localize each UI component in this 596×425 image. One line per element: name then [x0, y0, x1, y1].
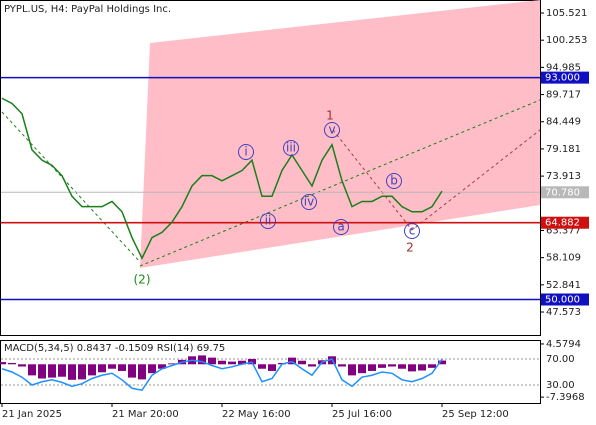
macd-bar [258, 364, 266, 369]
level-box [541, 293, 589, 306]
macd-bar [388, 364, 396, 367]
macd-bar [428, 364, 436, 368]
wave-circle [283, 140, 299, 156]
x-tick-label: 25 Jul 16:00 [332, 409, 392, 420]
macd-bar [168, 363, 176, 365]
wave-label: iv [304, 195, 314, 209]
wave-label: i [244, 145, 247, 159]
macd-bar [138, 364, 146, 380]
wave-circle [324, 122, 340, 138]
channel [140, 0, 540, 268]
macd-bar [28, 364, 36, 376]
wave-label: b [390, 174, 398, 188]
macd-bar [38, 364, 46, 379]
y-tick-label: 4.5794 [546, 339, 581, 350]
macd-bar [208, 357, 216, 365]
macd-bar [58, 364, 66, 377]
macd-bar [358, 364, 366, 374]
wave-label: 1 [326, 109, 334, 123]
macd-bar [78, 364, 86, 380]
macd-bar [378, 364, 386, 368]
indicator-title: MACD(5,34,5) 0.8437 -0.1509 RSI(14) 69.7… [4, 343, 225, 354]
wave-circle [333, 219, 349, 235]
macd-bar [118, 364, 126, 371]
level-box [541, 216, 589, 229]
macd-bar [68, 364, 76, 380]
macd-bar [398, 364, 406, 369]
y-tick-label: 84.449 [546, 117, 581, 128]
level-label: 50.000 [545, 294, 580, 305]
wave-label: iii [286, 141, 296, 155]
macd-bar [298, 360, 306, 365]
wave-label: ii [265, 214, 272, 228]
macd-bar [0, 362, 6, 365]
macd-bar [418, 364, 426, 371]
chart-title: PYPL.US, H4: PayPal Holdings Inc. [4, 4, 171, 15]
macd-bar [228, 361, 236, 365]
macd-bar [238, 360, 246, 365]
macd-bar [218, 360, 226, 365]
wave-label: (2) [134, 273, 151, 287]
macd-bar [128, 364, 136, 378]
y-tick-label: 47.573 [546, 307, 581, 318]
macd-bar [148, 364, 156, 374]
y-tick-label: -7.3968 [546, 392, 585, 403]
macd-bar [368, 364, 376, 371]
y-tick-label: 79.181 [546, 144, 581, 155]
macd-bar [308, 364, 316, 367]
macd-bar [8, 362, 16, 365]
wave-label: 2 [406, 241, 414, 255]
main-frame [0, 0, 541, 336]
macd-bar [438, 360, 446, 365]
wave-circle [301, 194, 317, 210]
y-tick-label: 58.109 [546, 253, 581, 264]
price-line [1, 358, 443, 392]
level-label: 64.882 [545, 218, 580, 229]
y-tick-label: 52.841 [546, 280, 581, 291]
macd-bar [198, 355, 206, 365]
macd-bar [98, 364, 106, 373]
macd-bar [158, 364, 166, 369]
price-line [1, 97, 443, 260]
level-box [541, 186, 589, 199]
macd-bar [348, 364, 356, 376]
macd-bar [48, 364, 56, 378]
y-tick-label: 105.521 [546, 8, 587, 19]
wave-circle [238, 144, 254, 160]
macd-bar [338, 364, 346, 367]
trend-line [139, 99, 541, 267]
x-tick-label: 21 Mar 20:00 [112, 409, 179, 420]
macd-bar [88, 364, 96, 376]
level-label: 93.000 [545, 73, 580, 84]
y-tick-label: 100.253 [546, 35, 587, 46]
y-tick-label: 73.913 [546, 171, 581, 182]
y-tick-label: 89.717 [546, 90, 581, 101]
wave-circle [260, 213, 276, 229]
wave-label: v [328, 123, 335, 137]
wave-label: c [409, 224, 416, 238]
x-tick-label: 22 May 16:00 [222, 409, 291, 420]
y-tick-label: 63.377 [546, 225, 581, 236]
wave-line [332, 129, 541, 231]
level-box [541, 71, 589, 84]
y-tick-label: 94.985 [546, 62, 581, 73]
y2-tick-label: 30.00 [546, 380, 575, 391]
macd-bar [18, 364, 26, 367]
y2-tick-label: 70.00 [546, 354, 575, 365]
macd-bar [408, 364, 416, 372]
macd-bar [108, 364, 116, 369]
wave-circle [404, 223, 420, 239]
x-tick-label: 25 Sep 12:00 [442, 409, 509, 420]
level-label: 70.780 [545, 187, 580, 198]
x-tick-label: 21 Jan 2025 [2, 409, 62, 420]
wave-line [1, 111, 141, 263]
indicator-frame [0, 340, 541, 404]
macd-bar [268, 364, 276, 371]
wave-circle [386, 173, 402, 189]
wave-label: a [337, 220, 344, 234]
